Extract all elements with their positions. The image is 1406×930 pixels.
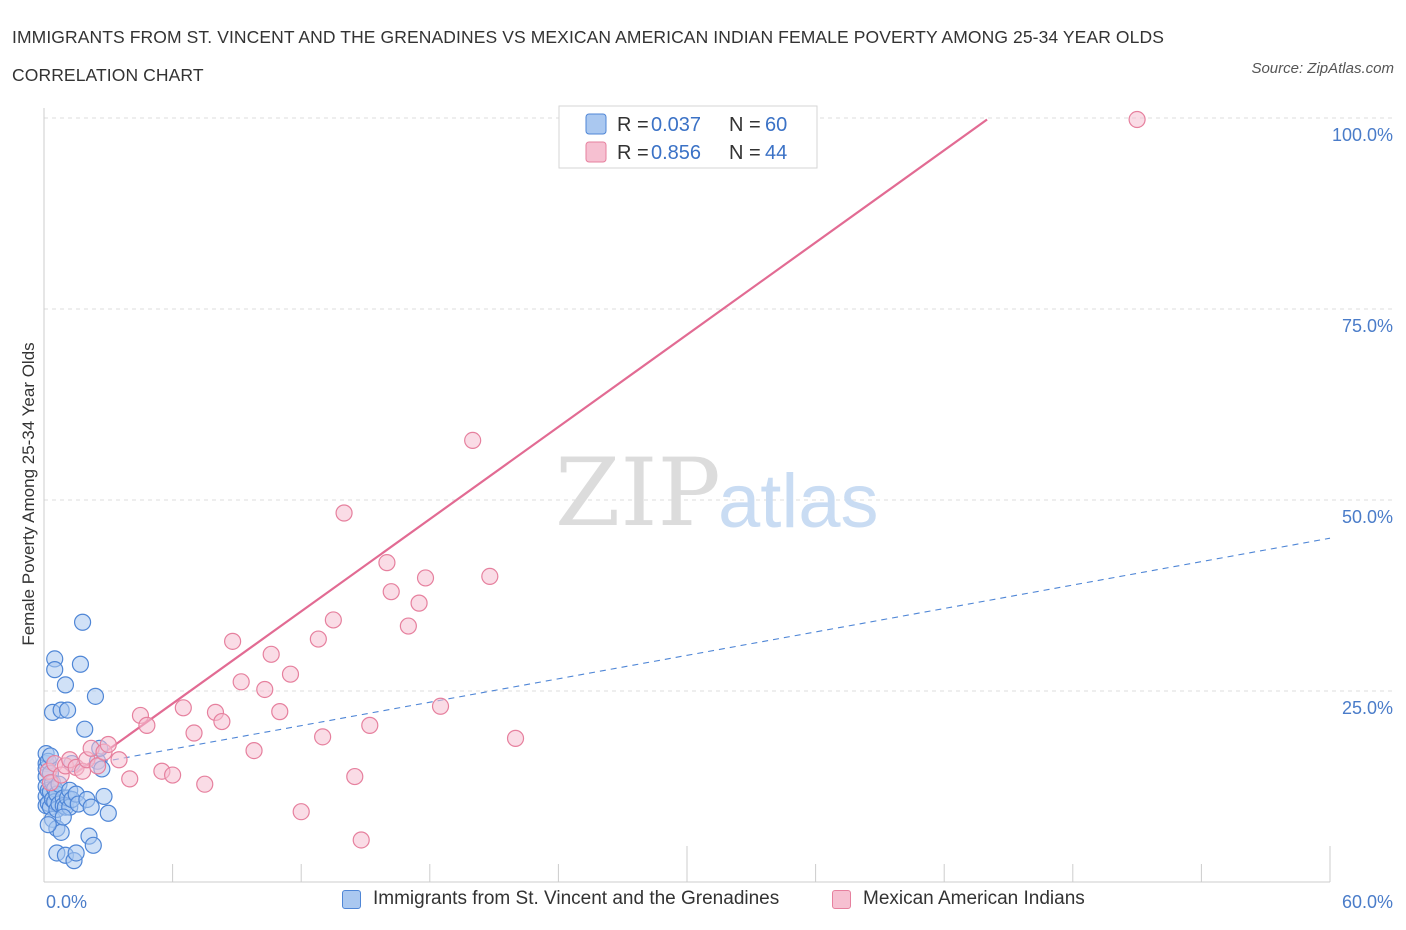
point-blue-51 xyxy=(84,836,102,854)
point-pink-18 xyxy=(164,766,182,784)
data-points xyxy=(37,105,1146,870)
legend-n-label-blue: N = xyxy=(729,114,761,136)
point-pink-34 xyxy=(324,611,342,629)
source-label: Source: ZipAtlas.com xyxy=(1251,60,1394,77)
y-tick-label-0: 100.0% xyxy=(1332,125,1393,145)
bottom-legend-pink: Mexican American Indians xyxy=(832,888,1085,910)
watermark-zip: ZIP xyxy=(555,439,721,548)
point-pink-49 xyxy=(1128,110,1146,129)
point-blue-58 xyxy=(39,816,57,834)
point-pink-23 xyxy=(213,712,231,731)
point-pink-13 xyxy=(110,751,128,769)
legend-r-value-blue: 0.037 xyxy=(651,114,701,136)
y-axis-label: Female Poverty Among 25-34 Year Olds xyxy=(19,342,38,645)
legend-n-value-pink: 44 xyxy=(765,142,787,164)
point-pink-32 xyxy=(309,630,327,648)
point-pink-30 xyxy=(281,665,300,683)
point-pink-19 xyxy=(174,699,192,717)
x-tick-label-1: 60.0% xyxy=(1342,892,1393,912)
bottom-legend-label-blue: Immigrants from St. Vincent and the Gren… xyxy=(373,888,780,909)
point-blue-42 xyxy=(67,844,85,862)
bottom-legend-swatch-pink xyxy=(832,889,851,909)
point-pink-47 xyxy=(506,729,525,747)
watermark-atlas: atlas xyxy=(718,459,879,544)
point-pink-20 xyxy=(185,724,203,742)
point-pink-33 xyxy=(314,728,332,746)
point-pink-31 xyxy=(292,803,310,821)
point-pink-29 xyxy=(271,703,289,721)
legend-n-label-pink: N = xyxy=(729,142,761,164)
point-pink-40 xyxy=(382,583,400,601)
legend-n-value-blue: 60 xyxy=(765,114,787,136)
point-pink-14 xyxy=(121,770,139,788)
bottom-legend-blue: Immigrants from St. Vincent and the Gren… xyxy=(342,888,779,910)
point-pink-28 xyxy=(262,645,280,663)
point-pink-12 xyxy=(99,735,117,754)
point-blue-56 xyxy=(95,787,113,806)
chart-title: IMMIGRANTS FROM ST. VINCENT AND THE GREN… xyxy=(12,27,1164,85)
point-blue-50 xyxy=(82,798,100,816)
bottom-legend-label-pink: Mexican American Indians xyxy=(863,888,1085,909)
trend-line-pink xyxy=(75,118,988,774)
y-tick-label-2: 50.0% xyxy=(1342,507,1393,527)
point-pink-38 xyxy=(361,716,379,734)
point-blue-34 xyxy=(56,676,75,694)
point-pink-26 xyxy=(245,741,263,760)
x-tick-label-0: 0.0% xyxy=(46,892,87,912)
point-blue-57 xyxy=(99,804,117,822)
point-pink-24 xyxy=(224,632,242,650)
point-pink-46 xyxy=(481,567,499,586)
point-blue-36 xyxy=(58,701,77,719)
point-blue-52 xyxy=(86,687,105,705)
point-blue-47 xyxy=(76,720,94,738)
y-tick-label-1: 75.0% xyxy=(1342,316,1393,336)
point-pink-44 xyxy=(431,697,450,715)
trend-lines xyxy=(75,118,1331,774)
legend: R = 0.037 N = 60 R = 0.856 N = 44 xyxy=(558,105,818,169)
point-blue-59 xyxy=(54,808,72,826)
bottom-legend: Immigrants from St. Vincent and the Gren… xyxy=(0,888,1406,918)
point-pink-39 xyxy=(378,554,396,572)
point-pink-10 xyxy=(88,757,107,775)
point-pink-27 xyxy=(256,680,274,699)
legend-swatch-blue xyxy=(585,113,607,135)
bottom-legend-swatch-blue xyxy=(342,889,361,909)
y-tick-label-3: 25.0% xyxy=(1342,698,1393,718)
point-pink-25 xyxy=(232,673,250,691)
legend-swatch-pink xyxy=(585,141,607,163)
point-blue-46 xyxy=(73,613,92,631)
point-blue-45 xyxy=(71,655,90,673)
point-pink-43 xyxy=(416,569,435,587)
point-pink-35 xyxy=(335,504,353,522)
point-pink-21 xyxy=(196,775,214,793)
point-pink-37 xyxy=(352,831,370,849)
grid-lines xyxy=(44,117,1392,692)
tick-labels: 100.0% 75.0% 50.0% 25.0% 0.0% 60.0% xyxy=(46,125,1393,912)
point-pink-41 xyxy=(399,617,417,635)
legend-r-value-pink: 0.856 xyxy=(651,142,701,164)
watermark: ZIP atlas xyxy=(555,439,879,548)
legend-r-label-blue: R = xyxy=(617,114,649,136)
point-pink-16 xyxy=(138,716,156,734)
trend-line-blue xyxy=(80,537,1331,767)
point-blue-19 xyxy=(46,661,64,679)
point-pink-36 xyxy=(346,767,364,786)
legend-r-label-pink: R = xyxy=(617,142,649,164)
point-pink-42 xyxy=(410,594,428,612)
point-pink-45 xyxy=(464,431,482,450)
